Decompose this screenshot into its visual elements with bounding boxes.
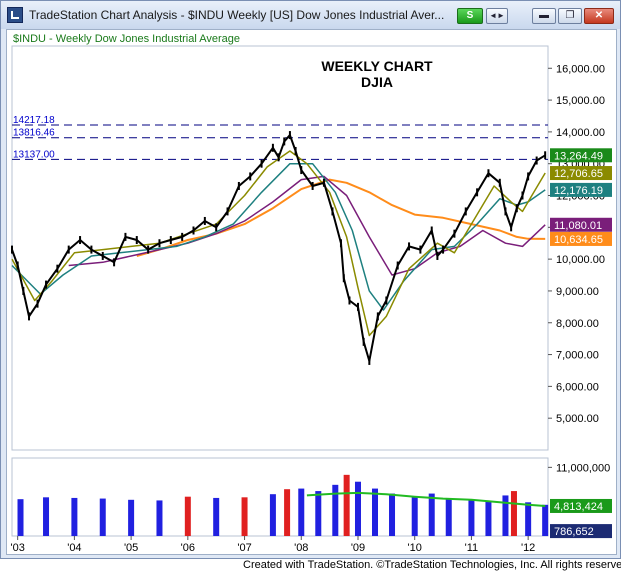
y-tick-label-9: 14,000.00 (556, 127, 605, 139)
price-label-3-bg (550, 217, 612, 232)
volume-bar (128, 499, 135, 536)
price-series (11, 131, 547, 365)
volume-bar (99, 498, 106, 536)
price-label-4: 10,634.65 (550, 231, 612, 246)
volume-bar (485, 501, 492, 536)
volume-bar (542, 504, 549, 536)
volume-label-1-bg (550, 524, 612, 539)
volume-bar (269, 494, 276, 536)
x-tick-label-6: '09 (351, 542, 365, 554)
volume-bar (445, 498, 452, 536)
volume-label-0-bg (550, 498, 612, 513)
volume-bar (354, 481, 361, 536)
volume-plot-area[interactable] (11, 457, 549, 537)
tradestation-app-icon (7, 7, 23, 23)
volume-bar (502, 495, 509, 536)
chart-svg[interactable]: $INDU - Weekly Dow Jones Industrial Aver… (7, 30, 616, 554)
volume-bar (213, 497, 220, 536)
volume-bar (43, 497, 50, 536)
volume-bar (71, 497, 78, 536)
title-bar[interactable]: TradeStation Chart Analysis - $INDU Week… (1, 1, 620, 29)
volume-label-0: 4,813,424 (550, 498, 612, 513)
volume-bar (17, 499, 24, 536)
x-tick-label-0: '03 (11, 542, 25, 554)
y-tick-label-11: 16,000.00 (556, 63, 605, 75)
chart-window: TradeStation Chart Analysis - $INDU Week… (0, 0, 621, 559)
volume-tick-label-0: 11,000,000 (556, 462, 610, 474)
volume-bar (510, 491, 517, 536)
level-label-0: 14217.18 (13, 115, 55, 126)
x-tick-label-4: '07 (237, 542, 251, 554)
annotation-line-2: DJIA (361, 74, 393, 90)
price-label-1-bg (550, 166, 612, 181)
series-line-sma-20 (11, 162, 546, 311)
y-tick-label-3: 8,000.00 (556, 318, 599, 330)
footer-copyright: Created with TradeStation. ©TradeStation… (243, 559, 621, 571)
volume-bar (411, 496, 418, 536)
restore-button[interactable]: ❐ (558, 8, 582, 24)
volume-bars (17, 474, 549, 536)
y-tick-label-0: 5,000.00 (556, 413, 599, 425)
x-tick-label-5: '08 (294, 542, 308, 554)
volume-bar (332, 484, 339, 536)
x-axis: '03 '04 '05 '06 '07 '08 '09 '10 '11 '12 (11, 536, 535, 554)
chart-panel[interactable]: $INDU - Weekly Dow Jones Industrial Aver… (6, 29, 617, 555)
price-label-2-bg (550, 182, 612, 197)
volume-y-axis: 11,000,000 (548, 462, 610, 474)
volume-bar (315, 491, 322, 536)
horizontal-levels: 14217.18 13816.46 13137.00 (12, 115, 548, 160)
volume-label-1: 786,652 (550, 524, 612, 539)
series-line-sma-10 (11, 150, 546, 337)
price-label-2-text: 12,176.19 (554, 185, 603, 197)
x-tick-label-8: '11 (465, 542, 479, 554)
price-label-3-text: 11,080.01 (554, 220, 602, 232)
price-label-0: 13,264.49 (550, 148, 612, 162)
x-tick-label-3: '06 (181, 542, 195, 554)
price-label-4-text: 10,634.65 (554, 234, 603, 246)
price-label-1-text: 12,706.65 (554, 168, 603, 180)
volume-label-1-text: 786,652 (554, 526, 594, 538)
x-tick-label-1: '04 (67, 542, 81, 554)
volume-average-line (306, 491, 546, 507)
window-title: TradeStation Chart Analysis - $INDU Week… (29, 8, 445, 22)
symbol-link-s-button[interactable]: S (457, 8, 483, 24)
price-label-4-bg (550, 231, 612, 246)
symbol-label: $INDU - Weekly Dow Jones Industrial Aver… (13, 33, 240, 45)
series-line-price (11, 134, 546, 362)
price-label-1: 12,706.65 (550, 166, 612, 181)
price-plot-area[interactable] (11, 45, 549, 451)
x-tick-label-2: '05 (124, 542, 138, 554)
price-label-0-text: 13,264.49 (554, 150, 603, 162)
price-labels: 13,264.49 12,706.65 12,176.19 11,080.01 10,6… (550, 148, 612, 539)
x-tick-label-7: '10 (408, 542, 422, 554)
scroll-arrows-button[interactable]: ◄► (486, 8, 508, 24)
volume-bar (389, 493, 396, 536)
level-label-1: 13816.46 (13, 128, 55, 139)
y-tick-label-2: 7,000.00 (556, 350, 599, 362)
volume-bar (372, 488, 379, 536)
volume-bar (156, 500, 163, 536)
volume-bar (343, 474, 350, 536)
annotation-line-1: WEEKLY CHART (321, 58, 433, 74)
y-tick-label-1: 6,000.00 (556, 381, 599, 393)
volume-bar (298, 488, 305, 536)
volume-bar (468, 499, 475, 536)
volume-bar (284, 489, 291, 536)
price-label-2: 12,176.19 (550, 182, 612, 197)
volume-label-0-text: 4,813,424 (554, 501, 603, 513)
volume-bar (184, 496, 191, 536)
close-button[interactable]: ✕ (584, 8, 614, 24)
level-label-2: 13137.00 (13, 149, 55, 160)
x-tick-label-9: '12 (521, 542, 535, 554)
volume-bar (428, 493, 435, 536)
price-label-3: 11,080.01 (550, 217, 612, 232)
y-tick-label-10: 15,000.00 (556, 95, 605, 107)
minimize-button[interactable]: ▬ (532, 8, 556, 24)
volume-bar (241, 497, 248, 536)
price-label-0-bg (550, 148, 612, 163)
volume-bar (525, 502, 532, 536)
y-tick-label-4: 9,000.00 (556, 286, 599, 298)
y-tick-label-5: 10,000.00 (556, 254, 605, 266)
